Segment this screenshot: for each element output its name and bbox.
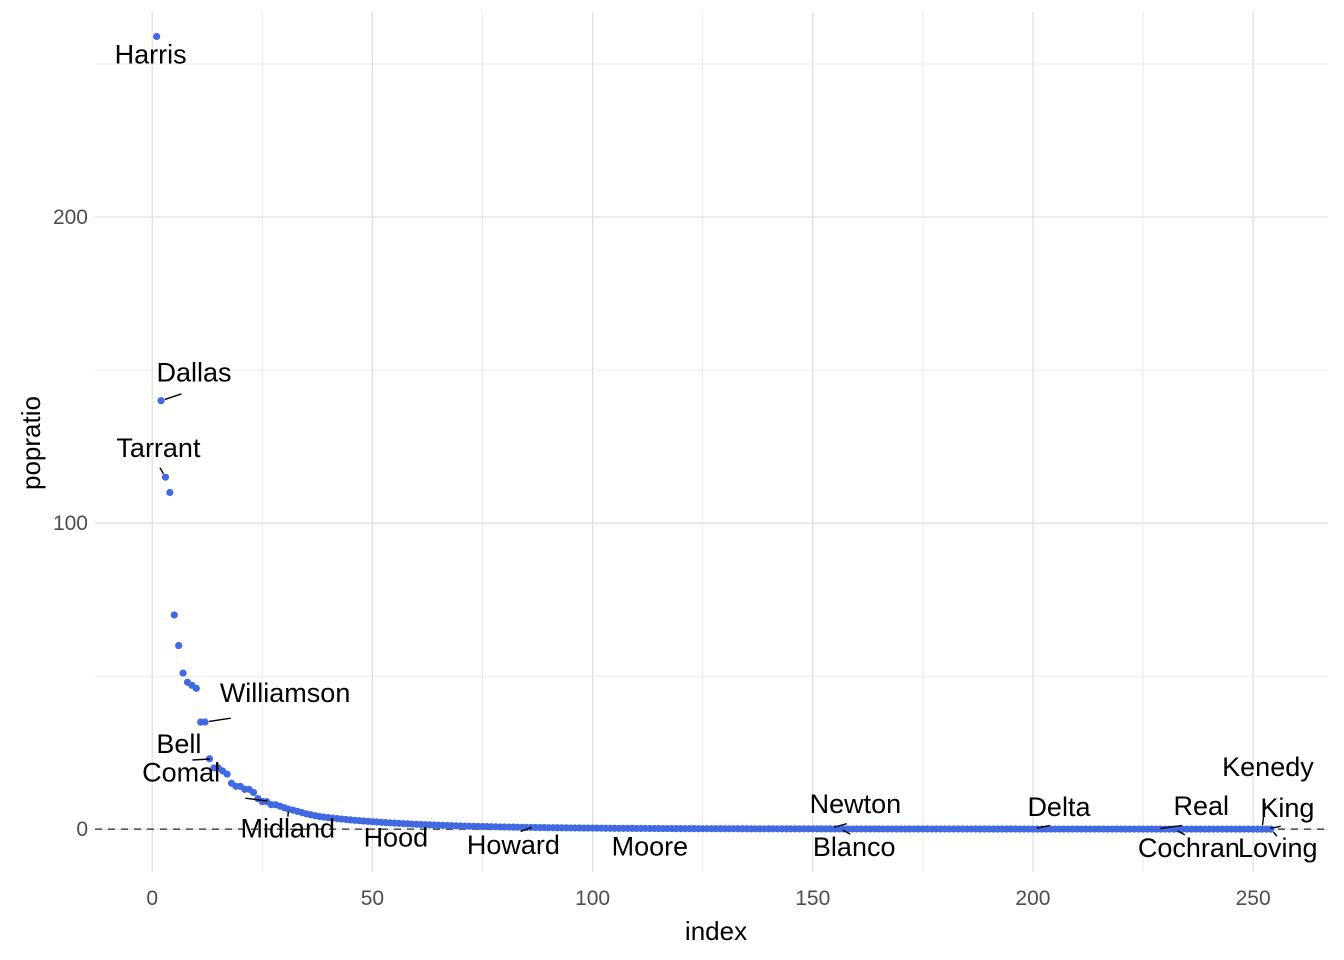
point-label-real: Real: [1173, 791, 1229, 821]
x-tick-label: 0: [146, 887, 158, 910]
leader-line: [1261, 803, 1267, 826]
leader-line: [1177, 830, 1186, 836]
data-point: [161, 473, 170, 481]
data-point: [153, 32, 161, 41]
point-label-howard: Howard: [467, 830, 560, 860]
data-point: [175, 641, 183, 650]
x-tick-label: 200: [1015, 887, 1050, 910]
point-label-midland: Midland: [240, 814, 335, 844]
data-point: [166, 488, 174, 497]
leader-line: [1270, 825, 1281, 830]
leader-line: [834, 822, 847, 828]
leader-line: [842, 829, 851, 835]
data-points: [153, 32, 1275, 833]
y-tick-labels: 0 100 200: [53, 206, 88, 841]
label-leader-lines: [159, 393, 1281, 837]
point-label-loving: Loving: [1238, 833, 1318, 863]
y-tick-label: 100: [53, 512, 88, 535]
x-tick-label: 250: [1236, 887, 1271, 910]
point-label-williamson: Williamson: [220, 678, 351, 708]
x-tick-label: 50: [361, 887, 384, 910]
y-tick-label: 200: [53, 206, 88, 229]
point-label-comal: Comal: [142, 758, 220, 788]
x-tick-label: 150: [795, 887, 830, 910]
data-point: [192, 684, 200, 692]
data-point: [179, 669, 187, 677]
minor-gridlines: [95, 12, 1328, 872]
data-point: [157, 397, 165, 405]
data-point: [249, 788, 258, 797]
y-tick-label: 0: [76, 818, 88, 841]
leader-line: [208, 717, 231, 723]
point-label-bell: Bell: [156, 729, 201, 759]
leader-line: [287, 811, 290, 817]
x-axis-title: index: [685, 916, 747, 946]
data-point: [201, 718, 209, 726]
leader-line: [192, 758, 210, 761]
leader-line: [245, 797, 268, 802]
point-label-cochran: Cochran: [1138, 833, 1240, 863]
leader-line: [164, 393, 182, 401]
y-axis-title: popratio: [16, 396, 46, 490]
leader-line: [520, 826, 532, 833]
leader-line: [1272, 831, 1278, 837]
point-label-blanco: Blanco: [813, 832, 896, 862]
point-label-hood: Hood: [364, 823, 429, 853]
x-tick-label: 100: [575, 887, 610, 910]
leader-line: [1160, 824, 1183, 830]
leader-line: [159, 467, 165, 475]
point-label-dallas: Dallas: [157, 358, 232, 388]
point-label-tarrant: Tarrant: [116, 433, 201, 463]
point-label-newton: Newton: [810, 789, 902, 819]
point-label-kenedy: Kenedy: [1222, 752, 1314, 782]
x-tick-labels: 0 50 100 150 200 250: [146, 887, 1270, 910]
leader-line: [1036, 824, 1051, 829]
data-point: [1267, 825, 1275, 833]
point-label-delta: Delta: [1027, 792, 1091, 822]
data-point: [223, 770, 231, 778]
point-label-moore: Moore: [612, 831, 689, 861]
point-label-king: King: [1260, 793, 1314, 823]
data-point: [170, 611, 178, 619]
point-label-harris: Harris: [115, 39, 187, 69]
